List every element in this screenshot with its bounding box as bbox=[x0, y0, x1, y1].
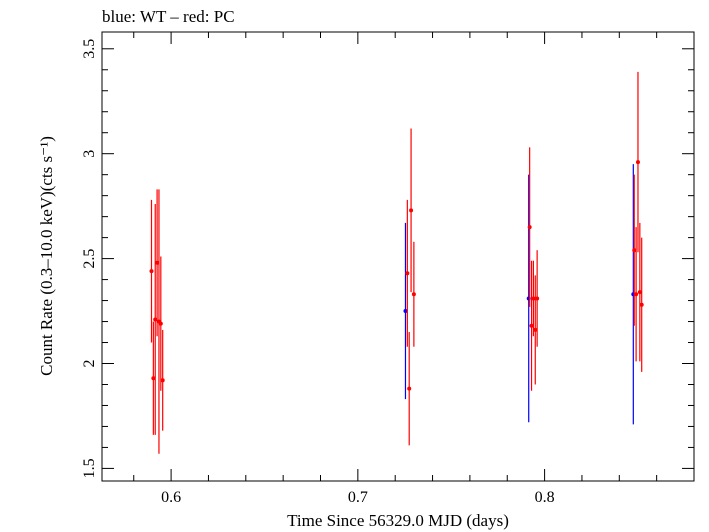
data-point bbox=[634, 292, 639, 297]
data-point bbox=[639, 302, 644, 307]
data-point bbox=[529, 323, 534, 328]
y-tick-label: 3.5 bbox=[81, 39, 98, 59]
data-point bbox=[158, 321, 163, 326]
series-pc bbox=[149, 71, 644, 454]
data-marks bbox=[149, 71, 644, 454]
data-point bbox=[153, 317, 158, 322]
data-point bbox=[409, 208, 414, 213]
data-point bbox=[635, 160, 640, 165]
data-point bbox=[151, 376, 156, 381]
data-point bbox=[407, 386, 412, 391]
data-point bbox=[149, 269, 154, 274]
data-point bbox=[527, 225, 532, 230]
data-point bbox=[403, 309, 408, 314]
y-tick-label: 1.5 bbox=[81, 458, 98, 478]
data-point bbox=[632, 248, 637, 253]
data-point bbox=[533, 327, 538, 332]
series-wt bbox=[403, 164, 636, 425]
x-tick-label: 0.8 bbox=[535, 489, 555, 506]
data-point bbox=[155, 260, 160, 265]
y-axis-label: Count Rate (0.3–10.0 keV)(cts s⁻¹) bbox=[37, 136, 56, 376]
data-point bbox=[160, 378, 165, 383]
data-point bbox=[411, 292, 416, 297]
plot-frame bbox=[101, 31, 695, 482]
y-tick-label: 2.5 bbox=[81, 249, 98, 269]
x-axis-label: Time Since 56329.0 MJD (days) bbox=[287, 511, 509, 530]
data-point bbox=[531, 296, 536, 301]
y-tick-label: 3 bbox=[81, 150, 98, 158]
x-tick-label: 0.7 bbox=[348, 489, 368, 506]
chart-title: blue: WT – red: PC bbox=[102, 7, 235, 26]
axis-tick-labels: 0.6 0.7 0.8 1.5 2 2.5 3 3.5 bbox=[81, 39, 555, 506]
y-tick-label: 2 bbox=[81, 360, 98, 368]
x-tick-label: 0.6 bbox=[161, 489, 181, 506]
data-point bbox=[535, 296, 540, 301]
axis-ticks bbox=[102, 32, 695, 481]
data-point bbox=[637, 290, 642, 295]
data-point bbox=[405, 271, 410, 276]
